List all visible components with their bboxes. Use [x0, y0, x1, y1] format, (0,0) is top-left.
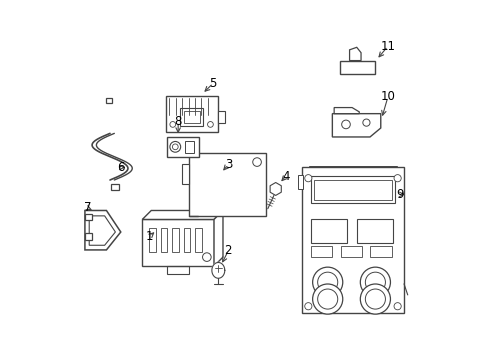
Bar: [142, 220, 214, 266]
Circle shape: [360, 284, 389, 314]
Bar: [184, 140, 193, 153]
Text: 11: 11: [380, 40, 395, 53]
Bar: [340, 246, 362, 257]
Bar: [180, 108, 203, 126]
Bar: [183, 228, 190, 252]
Bar: [310, 246, 332, 257]
Bar: [149, 228, 156, 252]
Circle shape: [172, 144, 178, 150]
Bar: [172, 228, 179, 252]
Circle shape: [304, 303, 311, 310]
Polygon shape: [182, 164, 188, 184]
Polygon shape: [214, 211, 223, 266]
Bar: [217, 111, 224, 123]
Circle shape: [393, 175, 400, 182]
Circle shape: [312, 284, 342, 314]
Circle shape: [312, 267, 342, 297]
Text: 4: 4: [282, 170, 289, 183]
Bar: [301, 167, 403, 313]
Polygon shape: [269, 183, 281, 195]
Polygon shape: [333, 108, 359, 114]
Bar: [183, 111, 199, 123]
Bar: [310, 220, 346, 243]
Bar: [310, 176, 394, 203]
Bar: [314, 180, 391, 200]
Polygon shape: [211, 262, 224, 278]
Circle shape: [169, 122, 175, 127]
Text: 8: 8: [174, 115, 182, 128]
Text: 5: 5: [209, 77, 217, 90]
Circle shape: [169, 141, 180, 152]
Circle shape: [341, 120, 349, 129]
Bar: [111, 184, 119, 190]
Bar: [298, 175, 302, 189]
Polygon shape: [339, 60, 375, 74]
Circle shape: [317, 289, 337, 309]
Bar: [84, 214, 92, 220]
Circle shape: [360, 267, 389, 297]
Circle shape: [365, 289, 385, 309]
Bar: [188, 153, 265, 216]
Polygon shape: [349, 47, 360, 60]
Circle shape: [317, 272, 337, 292]
Bar: [161, 228, 167, 252]
Bar: [105, 98, 112, 103]
Bar: [84, 233, 92, 240]
Text: 1: 1: [146, 230, 153, 243]
Circle shape: [252, 158, 261, 166]
Polygon shape: [142, 211, 223, 220]
Circle shape: [202, 253, 211, 261]
Bar: [165, 96, 217, 132]
Circle shape: [365, 272, 385, 292]
Bar: [195, 228, 202, 252]
Text: 6: 6: [117, 161, 124, 174]
Bar: [357, 220, 392, 243]
Text: 7: 7: [83, 202, 91, 215]
Text: 2: 2: [224, 244, 232, 257]
Text: 10: 10: [380, 90, 395, 103]
Text: 3: 3: [224, 158, 232, 171]
Polygon shape: [332, 114, 380, 137]
Circle shape: [207, 122, 213, 127]
Text: 9: 9: [396, 188, 404, 201]
Bar: [167, 137, 199, 157]
Circle shape: [362, 119, 369, 126]
Bar: [369, 246, 391, 257]
Circle shape: [393, 303, 400, 310]
Circle shape: [304, 175, 311, 182]
